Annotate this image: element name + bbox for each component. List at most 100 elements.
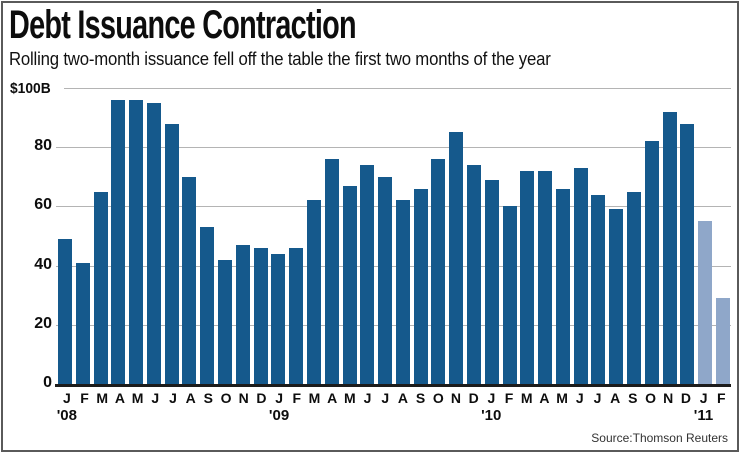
y-tick-label-40: 40 bbox=[34, 255, 52, 273]
bar-O-21 bbox=[431, 159, 446, 384]
month-label: O bbox=[220, 390, 232, 406]
bar-N-22 bbox=[449, 132, 464, 384]
bar-slot bbox=[360, 88, 375, 384]
bar-slot bbox=[235, 88, 250, 384]
y-tick-label-0: 0 bbox=[43, 374, 52, 391]
bar-slot bbox=[58, 88, 72, 384]
bar-slot bbox=[129, 88, 144, 384]
bar-slot bbox=[75, 88, 90, 384]
bar-F-13 bbox=[289, 247, 304, 384]
bar-F-25 bbox=[502, 206, 517, 384]
bar-D-11 bbox=[253, 247, 268, 384]
plot-area bbox=[58, 88, 730, 384]
month-label: J bbox=[593, 390, 602, 406]
year-label-09: '09 bbox=[268, 407, 290, 424]
bar-J-5 bbox=[146, 102, 161, 384]
month-label: M bbox=[131, 390, 144, 406]
bar-A-7 bbox=[182, 176, 197, 384]
bar-F-37 bbox=[715, 298, 730, 384]
month-label: F bbox=[292, 390, 302, 406]
bar-slot bbox=[502, 88, 517, 384]
month-label: S bbox=[628, 390, 638, 406]
year-label-10: '10 bbox=[481, 407, 502, 424]
month-label: M bbox=[308, 390, 321, 406]
month-label: J bbox=[381, 390, 390, 406]
bar-J-24 bbox=[484, 179, 499, 384]
bar-S-20 bbox=[413, 188, 428, 384]
bar-N-10 bbox=[235, 244, 250, 384]
bar-J-0 bbox=[58, 238, 72, 384]
month-label: A bbox=[610, 390, 621, 406]
month-label: O bbox=[432, 390, 444, 406]
month-label: S bbox=[415, 390, 426, 406]
bar-slot bbox=[555, 88, 570, 384]
bar-slot bbox=[538, 88, 553, 384]
bar-slot bbox=[466, 88, 481, 384]
bar-J-12 bbox=[271, 253, 286, 384]
bar-M-26 bbox=[520, 170, 535, 384]
bar-slot bbox=[715, 88, 730, 384]
month-label: N bbox=[450, 390, 462, 406]
bar-F-1 bbox=[75, 262, 90, 384]
bar-slot bbox=[253, 88, 268, 384]
bar-slot bbox=[182, 88, 197, 384]
month-label: J bbox=[699, 390, 708, 406]
bar-slot bbox=[484, 88, 499, 384]
bar-slot bbox=[378, 88, 393, 384]
bar-slot bbox=[93, 88, 108, 384]
bar-J-30 bbox=[591, 194, 606, 384]
bar-slot bbox=[218, 88, 233, 384]
bar-S-32 bbox=[627, 191, 641, 384]
bar-M-4 bbox=[129, 99, 144, 384]
source-credit: Source:Thomson Reuters bbox=[591, 431, 728, 445]
month-label: N bbox=[663, 390, 674, 406]
month-label: A bbox=[539, 390, 550, 406]
month-label: A bbox=[397, 390, 408, 406]
bar-slot bbox=[520, 88, 535, 384]
bar-J-36 bbox=[698, 221, 713, 384]
month-label: J bbox=[169, 390, 177, 406]
gridline-80 bbox=[56, 147, 731, 149]
bar-A-15 bbox=[324, 159, 339, 384]
bar-slot bbox=[324, 88, 339, 384]
bar-slot bbox=[431, 88, 446, 384]
month-label: J bbox=[275, 390, 283, 406]
bar-J-6 bbox=[164, 123, 179, 384]
month-label: D bbox=[256, 390, 267, 406]
bar-slot bbox=[591, 88, 606, 384]
month-label: N bbox=[238, 390, 249, 406]
y-tick-label-20: 20 bbox=[34, 314, 52, 332]
month-label: J bbox=[487, 390, 496, 406]
bar-A-31 bbox=[609, 209, 624, 384]
bar-A-19 bbox=[395, 200, 410, 384]
bar-M-2 bbox=[93, 191, 108, 384]
gridline-100 bbox=[64, 88, 731, 89]
month-label: J bbox=[363, 390, 372, 406]
bar-slot bbox=[200, 88, 215, 384]
x-axis-baseline bbox=[55, 384, 731, 387]
y-tick-label-80: 80 bbox=[34, 137, 52, 155]
bar-A-3 bbox=[111, 99, 126, 384]
bar-slot bbox=[289, 88, 304, 384]
month-label: F bbox=[80, 390, 89, 406]
bar-slot bbox=[413, 88, 428, 384]
bar-S-8 bbox=[200, 227, 215, 384]
gridline-60 bbox=[56, 206, 731, 208]
bar-slot bbox=[111, 88, 126, 384]
bar-O-9 bbox=[218, 259, 233, 384]
month-label: D bbox=[680, 390, 691, 406]
bar-slot bbox=[164, 88, 179, 384]
month-label: A bbox=[114, 390, 125, 406]
y-tick-label-60: 60 bbox=[34, 196, 52, 214]
bar-J-18 bbox=[378, 176, 393, 384]
month-label: M bbox=[556, 390, 568, 406]
bar-D-23 bbox=[466, 164, 481, 384]
y-axis-top-label: $100B bbox=[10, 80, 51, 97]
month-label: D bbox=[468, 390, 479, 406]
year-label-08: '08 bbox=[56, 407, 77, 424]
bar-slot bbox=[146, 88, 161, 384]
month-label: J bbox=[151, 390, 160, 406]
month-label: M bbox=[344, 390, 356, 406]
